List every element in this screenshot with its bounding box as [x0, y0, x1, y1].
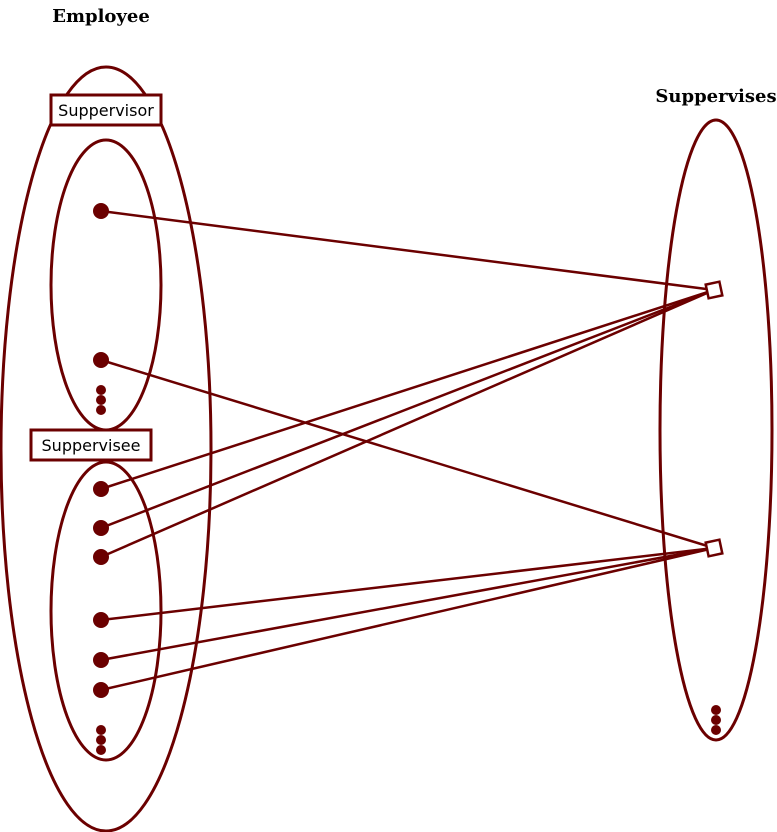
employee-set-title: Employee	[52, 6, 150, 27]
ellipsis-dot	[96, 395, 106, 405]
ellipsis-dot	[96, 725, 106, 735]
relationship-line	[100, 288, 715, 559]
relationship-line	[100, 209, 715, 292]
relationship-line	[100, 288, 715, 530]
relationship-line	[100, 546, 715, 662]
supervisor-entity-dot	[93, 203, 109, 219]
ellipsis-dot	[711, 705, 721, 715]
relationship-lines	[100, 209, 715, 692]
supervisee-entity-dot	[93, 520, 109, 536]
supervisor-label-box	[49, 93, 163, 127]
relationship-line	[100, 358, 715, 550]
ellipsis-dot	[711, 725, 721, 735]
ellipsis-dot	[711, 715, 721, 725]
supervisor-subset-ellipse	[49, 138, 163, 432]
supervisee-label-text: Suppervisee	[42, 436, 141, 455]
supervisee-entity-dot	[93, 549, 109, 565]
relationship-line	[100, 546, 715, 622]
supervisee-entity-dot	[93, 682, 109, 698]
supervisee-entity-dot	[93, 652, 109, 668]
supervisee-entity-dot	[93, 481, 109, 497]
ellipsis-dot	[96, 405, 106, 415]
supervisee-subset-ellipse	[49, 460, 163, 762]
relationship-instance-square	[704, 538, 724, 558]
suppervises-set-ellipse	[658, 118, 774, 742]
supervisee-role-label: Suppervisee	[29, 428, 153, 462]
supervisor-label-text: Suppervisor	[58, 101, 154, 120]
ellipsis-dot	[96, 735, 106, 745]
employee-set-ellipse	[0, 65, 213, 832]
supervisor-role-label: Suppervisor	[49, 93, 163, 127]
ellipsis-dot	[96, 745, 106, 755]
relationship-instance-square	[704, 280, 724, 300]
supervisee-label-box	[29, 428, 153, 462]
ellipsis-dot	[96, 385, 106, 395]
relationship-line	[100, 288, 715, 491]
relationship-line	[100, 546, 715, 692]
suppervises-set-title: Suppervises	[655, 86, 776, 107]
supervisee-entity-dot	[93, 612, 109, 628]
supervisor-entity-dot	[93, 352, 109, 368]
